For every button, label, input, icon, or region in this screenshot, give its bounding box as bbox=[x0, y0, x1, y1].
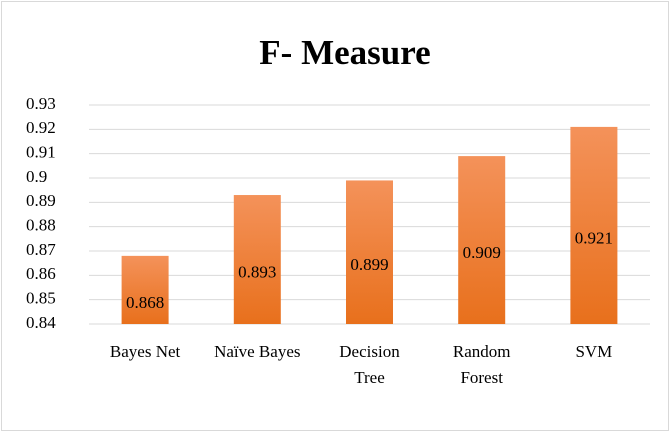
y-tick-label: 0.93 bbox=[26, 94, 56, 113]
y-tick-label: 0.89 bbox=[26, 191, 56, 210]
y-tick-label: 0.91 bbox=[26, 143, 56, 162]
y-tick-label: 0.9 bbox=[26, 167, 47, 186]
data-label: 0.909 bbox=[463, 243, 501, 262]
x-tick-label: Naïve Bayes bbox=[214, 342, 301, 361]
data-label: 0.868 bbox=[126, 293, 164, 312]
data-label: 0.899 bbox=[350, 255, 388, 274]
x-tick-label: Bayes Net bbox=[109, 342, 181, 361]
x-tick-label: Decision Tree bbox=[339, 342, 400, 387]
bar bbox=[458, 156, 506, 324]
bar bbox=[121, 255, 169, 324]
y-tick-label: 0.88 bbox=[26, 216, 56, 235]
x-tick-label: SVM bbox=[575, 342, 613, 361]
bar bbox=[346, 180, 393, 324]
chart-title: F- Measure bbox=[259, 33, 430, 72]
bar bbox=[233, 195, 281, 324]
y-tick-label: 0.87 bbox=[26, 240, 56, 259]
y-tick-label: 0.92 bbox=[26, 118, 56, 137]
data-label: 0.921 bbox=[575, 228, 613, 247]
bar bbox=[570, 126, 618, 325]
x-tick-label: Random Forest bbox=[452, 342, 511, 387]
y-tick-label: 0.84 bbox=[26, 313, 56, 332]
y-tick-label: 0.85 bbox=[26, 289, 56, 308]
data-label: 0.893 bbox=[238, 262, 276, 281]
y-tick-label: 0.86 bbox=[26, 264, 56, 283]
